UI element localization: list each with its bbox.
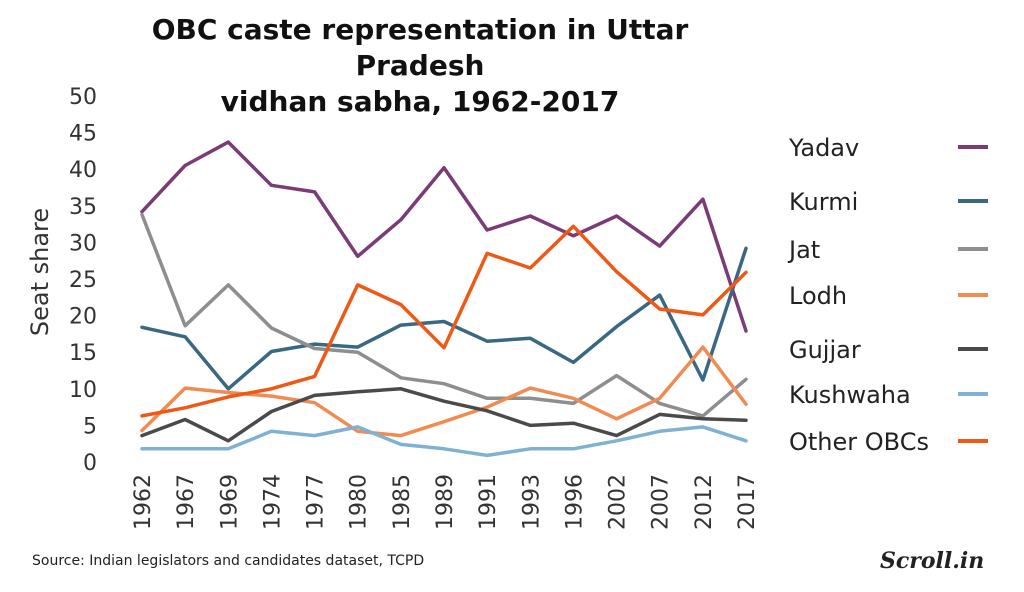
x-tick-label: 1977 [304, 474, 329, 530]
y-tick-label: 0 [83, 451, 97, 476]
chart-title-line-1: OBC caste representation in Uttar Prades… [151, 13, 689, 82]
x-tick-label: 2017 [735, 474, 760, 530]
y-tick-label: 50 [69, 85, 97, 110]
series-lines [140, 140, 748, 458]
series-line-lodh [140, 345, 748, 438]
series-line-yadav [140, 140, 748, 333]
x-tick-label: 2002 [606, 474, 631, 530]
brand-logo: Scroll.in [880, 548, 985, 574]
x-tick-label: 1991 [476, 474, 501, 530]
x-tick-label: 1985 [390, 474, 415, 530]
legend: Yadav Kurmi Jat Lodh Gujjar Kushwaha Other OBC… [787, 134, 988, 456]
source-note: Source: Indian legislators and candidate… [32, 553, 425, 569]
legend-label-jat: Jat [787, 236, 820, 264]
y-tick-label: 10 [69, 378, 97, 403]
chart-title: OBC caste representation in Uttar Prades… [110, 12, 730, 120]
y-tick-label: 40 [69, 158, 97, 183]
x-tick-label: 2007 [649, 474, 674, 530]
x-tick-label: 1962 [131, 474, 156, 530]
x-axis: 1962 1967 1969 1974 1977 1980 1985 1989 1991 1993… [131, 474, 760, 530]
x-tick-label: 1996 [562, 474, 587, 530]
legend-label-kurmi: Kurmi [789, 188, 858, 216]
x-tick-label: 1967 [174, 474, 199, 530]
y-tick-label: 25 [69, 268, 97, 293]
series-line-gujjar [140, 387, 748, 443]
series-line-jat [140, 212, 748, 418]
series-line-other-obcs [140, 224, 748, 418]
legend-label-other-obcs: Other OBCs [789, 428, 929, 456]
y-tick-label: 15 [69, 341, 97, 366]
y-tick-label: 30 [69, 231, 97, 256]
x-tick-label: 1969 [217, 474, 242, 530]
y-tick-label: 35 [69, 195, 97, 220]
y-tick-label: 45 [69, 122, 97, 147]
y-tick-label: 20 [69, 305, 97, 330]
x-tick-label: 1974 [260, 474, 285, 530]
legend-label-yadav: Yadav [788, 134, 859, 162]
legend-label-gujjar: Gujjar [789, 336, 861, 364]
x-tick-label: 1980 [347, 474, 372, 530]
y-axis-label: Seat share [26, 208, 54, 336]
x-tick-label: 1993 [519, 474, 544, 530]
series-line-kurmi [140, 246, 748, 391]
y-tick-label: 5 [83, 414, 97, 439]
legend-label-lodh: Lodh [789, 282, 847, 310]
chart-title-line-2: vidhan sabha, 1962-2017 [220, 85, 620, 118]
series-line-kushwaha [140, 425, 748, 458]
y-axis: 0 5 10 15 20 25 30 35 40 45 50 [69, 85, 97, 476]
x-tick-label: 2012 [692, 474, 717, 530]
legend-label-kushwaha: Kushwaha [789, 381, 911, 409]
x-tick-label: 1989 [433, 474, 458, 530]
